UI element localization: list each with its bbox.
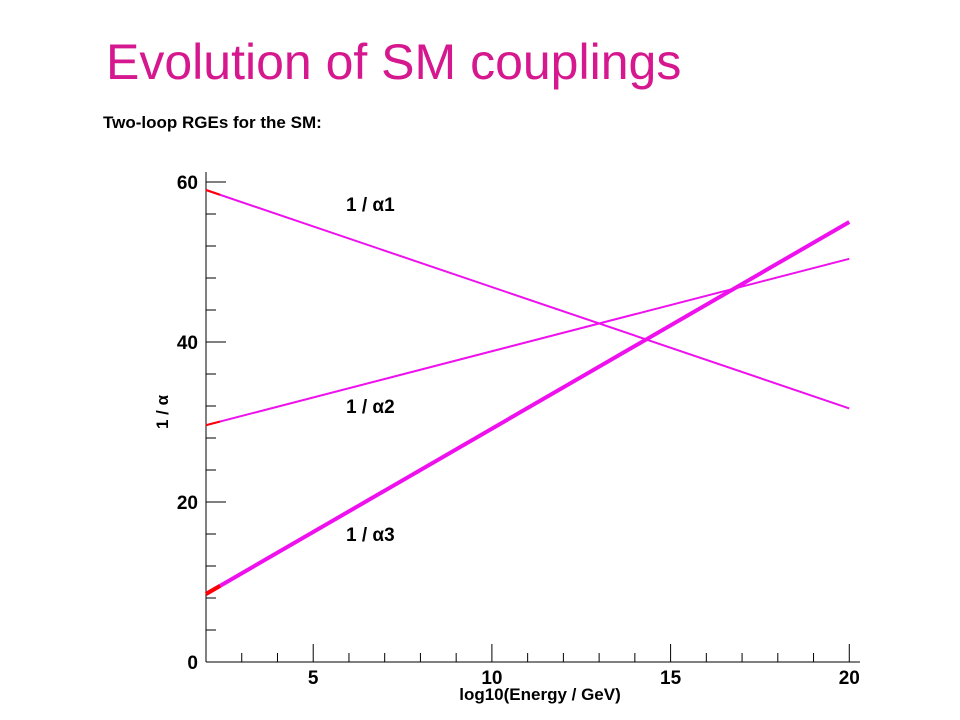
series-line-1 — [205, 189, 850, 410]
series-start-marker-3 — [204, 584, 222, 596]
series-line-3 — [204, 220, 851, 596]
series-label-1: 1 / α1 — [346, 195, 395, 216]
y-axis-title: 1 / α — [153, 394, 172, 429]
chart-labels: 1 / α1 1 / α2 1 / α3 — [346, 195, 395, 546]
series-label-2: 1 / α2 — [346, 397, 395, 418]
y-tick-label: 60 — [177, 173, 198, 194]
chart-axes: 0 20 40 60 5 10 15 20 log10(Energy / GeV) 1 / α — [153, 172, 860, 704]
series-start-marker-1 — [205, 189, 221, 196]
chart-series — [204, 189, 851, 596]
y-tick-label: 40 — [177, 333, 198, 354]
x-tick-label: 5 — [308, 668, 319, 689]
series-line-2 — [205, 257, 850, 427]
x-axis-title: log10(Energy / GeV) — [459, 685, 621, 704]
x-tick-label: 10 — [481, 668, 502, 689]
y-tick-label: 0 — [187, 653, 198, 674]
x-tick-label: 15 — [660, 668, 682, 689]
slide-title: Evolution of SM couplings — [106, 34, 682, 90]
slide-subtitle: Two-loop RGEs for the SM: — [103, 113, 322, 132]
series-label-3: 1 / α3 — [346, 525, 395, 546]
series-start-marker-2 — [205, 420, 221, 427]
y-tick-label: 20 — [177, 493, 198, 514]
x-tick-label: 20 — [839, 668, 860, 689]
